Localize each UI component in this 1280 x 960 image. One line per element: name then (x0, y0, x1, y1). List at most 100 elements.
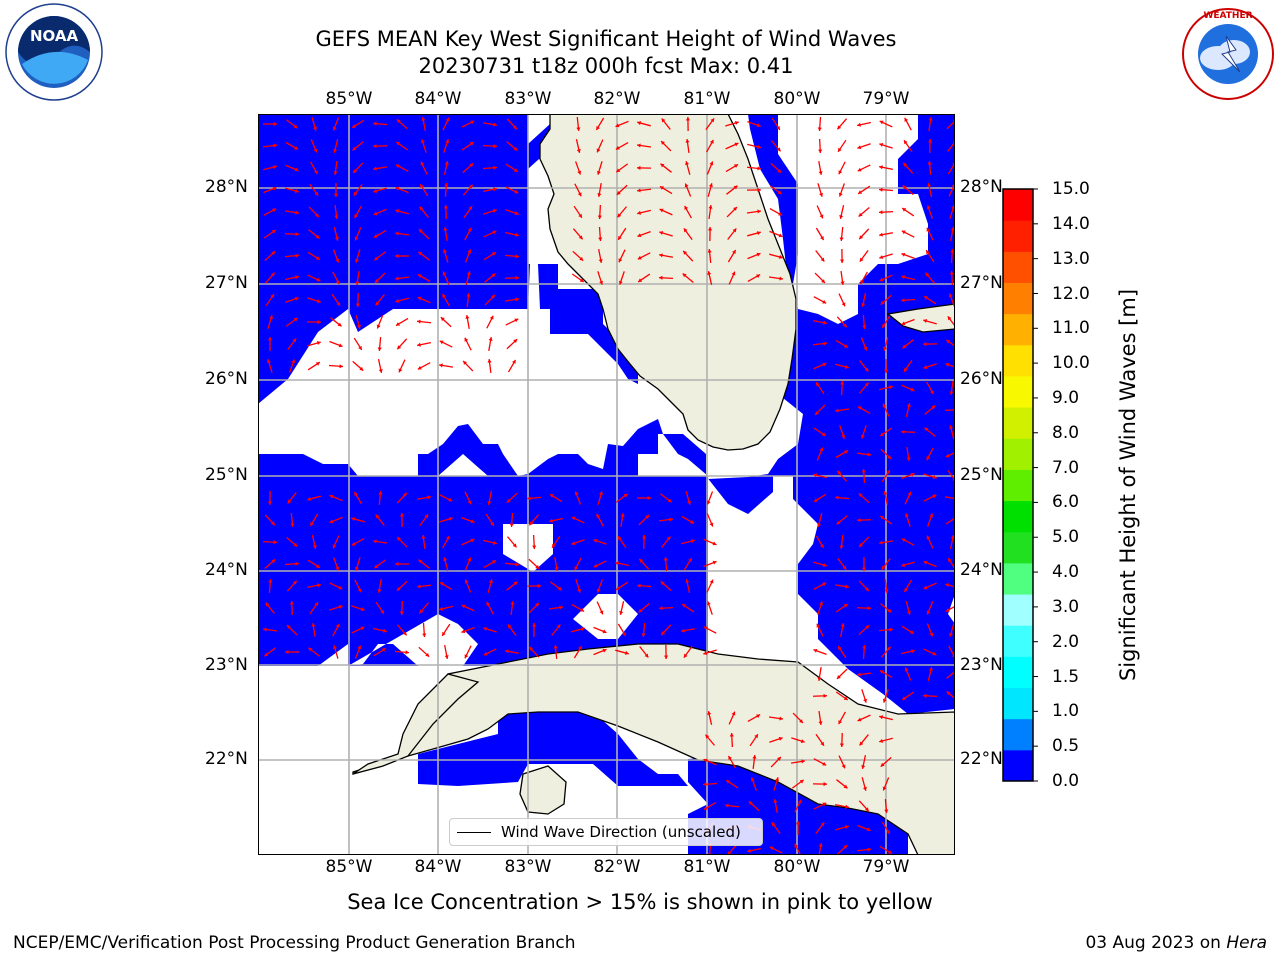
wave-direction-arrowhead (706, 601, 711, 606)
wave-direction-arrowhead (317, 320, 321, 325)
lon-label-bottom-83w: 83°W (504, 857, 552, 877)
legend-label: Wind Wave Direction (unscaled) (501, 823, 741, 841)
wave-direction-arrowhead (468, 206, 473, 211)
wave-direction-arrowhead (405, 650, 409, 655)
wave-direction-arrowhead (778, 736, 783, 741)
lat-label-left-27n: 27°N (205, 273, 248, 293)
wave-direction-arrowhead (879, 277, 884, 282)
wave-direction-arrowhead (799, 779, 804, 784)
wave-direction-arrowhead (923, 319, 928, 323)
wave-direction-arrowhead (418, 251, 423, 256)
wave-direction-arrowhead (858, 493, 863, 498)
wave-direction-arrowhead (901, 252, 906, 257)
wave-direction-arrowhead (681, 628, 685, 633)
wave-direction-arrowhead (818, 171, 823, 175)
wave-direction-arrowhead (706, 500, 711, 505)
wave-direction-arrowhead (493, 187, 497, 192)
wave-direction-arrowhead (287, 499, 292, 504)
wave-direction-arrowhead (859, 257, 864, 262)
wave-direction-arrowhead (923, 693, 927, 698)
wave-direction-arrowhead (515, 562, 519, 567)
wave-direction-arrowhead (948, 558, 952, 563)
wave-direction-arrowhead (295, 275, 299, 280)
wave-direction-arrowhead (747, 848, 751, 853)
wave-direction-arrowhead (836, 674, 841, 679)
wave-direction-arrowhead (292, 580, 297, 585)
wave-direction-arrowhead (683, 228, 688, 233)
wave-direction-arrowhead (333, 171, 338, 175)
wave-direction-arrowhead (307, 496, 312, 501)
wave-direction-arrowhead (752, 755, 757, 759)
wave-direction-arrowhead (861, 567, 867, 571)
wave-direction-arrowhead (315, 256, 320, 260)
legend-line-sample (457, 832, 491, 833)
wave-direction-arrowhead (820, 257, 825, 262)
wave-direction-arrowhead (513, 146, 518, 151)
wave-direction-arrowhead (557, 586, 562, 591)
wave-direction-arrowhead (615, 145, 620, 150)
wave-direction-arrowhead (927, 161, 932, 165)
lon-label-bottom-82w: 82°W (593, 857, 641, 877)
wave-direction-arrowhead (926, 250, 930, 255)
noaa-logo-text: NOAA (30, 27, 79, 45)
wave-direction-arrowhead (378, 369, 383, 373)
footer-date-text: 03 Aug 2023 on (1085, 933, 1227, 953)
wave-direction-arrowhead (357, 588, 362, 593)
wave-direction-arrowhead (932, 475, 937, 480)
wave-direction-arrowhead (397, 345, 402, 350)
wave-direction-arrowhead (879, 187, 883, 192)
wave-direction-arrowhead (506, 498, 511, 503)
wave-direction-arrowhead (383, 628, 387, 633)
wave-direction-arrowhead (816, 623, 821, 628)
wave-direction-arrowhead (355, 258, 359, 263)
wave-direction-arrowhead (929, 390, 934, 395)
wave-direction-arrowhead (902, 696, 907, 700)
svg-text:WEATHER: WEATHER (1203, 11, 1252, 21)
wave-direction-arrowhead (395, 298, 400, 303)
wave-direction-arrowhead (842, 565, 847, 570)
noaa-logo-icon: NOAA (5, 3, 103, 101)
colorbar-tick-14: 14.0 (1052, 214, 1090, 234)
wave-direction-arrowhead (823, 782, 827, 787)
wave-direction-arrowhead (928, 117, 933, 121)
wave-direction-arrowhead (492, 560, 497, 564)
wave-direction-arrowhead (289, 601, 294, 605)
wave-direction-arrowhead (638, 278, 643, 282)
wave-direction-arrowhead (865, 625, 870, 630)
wave-direction-arrowhead (926, 227, 931, 232)
wave-direction-arrowhead (579, 256, 584, 261)
wave-direction-arrowhead (816, 382, 820, 387)
wave-direction-arrowhead (271, 251, 276, 256)
wave-direction-arrowhead (512, 359, 516, 364)
wave-direction-arrowhead (880, 762, 885, 767)
colorbar-tick-3: 3.0 (1052, 597, 1080, 617)
wave-direction-arrowhead (889, 385, 893, 390)
lon-label-bottom-81w: 81°W (683, 857, 731, 877)
wave-direction-arrowhead (637, 165, 641, 170)
wave-direction-arrowhead (602, 648, 607, 653)
wave-direction-arrowhead (882, 786, 887, 791)
wave-direction-arrowhead (616, 586, 621, 590)
wave-direction-arrowhead (731, 271, 736, 276)
wave-direction-arrowhead (660, 163, 665, 168)
wave-direction-arrowhead (864, 807, 869, 812)
wave-direction-arrowhead (879, 670, 884, 674)
wave-direction-arrowhead (615, 561, 619, 566)
wave-direction-arrowhead (267, 337, 273, 341)
wave-direction-arrowhead (513, 168, 518, 172)
wave-direction-arrowhead (907, 491, 912, 496)
wave-direction-arrowhead (923, 365, 928, 370)
wave-direction-arrowhead (902, 185, 907, 190)
wave-direction-arrowhead (272, 165, 277, 170)
wave-direction-arrowhead (773, 799, 778, 803)
wave-direction-arrowhead (842, 323, 847, 328)
wave-direction-arrowhead (901, 563, 906, 567)
wave-direction-arrowhead (483, 651, 488, 656)
wave-direction-arrowhead (396, 141, 401, 146)
lat-label-right-28n: 28°N (960, 177, 1003, 197)
wave-direction-arrowhead (552, 543, 556, 548)
wave-direction-arrowhead (335, 566, 340, 571)
wave-direction-arrowhead (507, 624, 512, 629)
wave-direction-arrowhead (467, 500, 472, 505)
wave-direction-arrowhead (619, 611, 624, 615)
